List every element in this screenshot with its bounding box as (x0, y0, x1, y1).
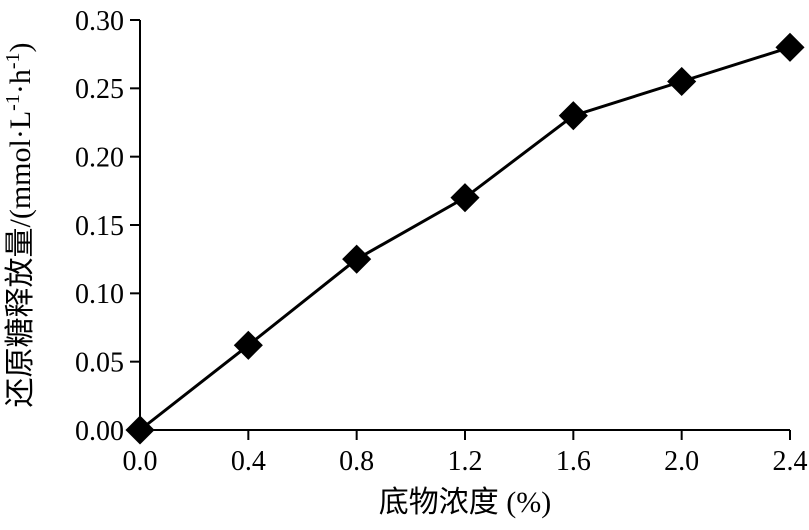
data-marker (343, 245, 371, 273)
data-marker (126, 416, 154, 444)
data-marker (776, 33, 804, 61)
y-tick-label: 0.25 (75, 74, 124, 105)
x-tick-label: 1.2 (448, 446, 483, 477)
x-axis-label: 底物浓度 (%) (379, 486, 551, 519)
chart-container: 0.0 0.4 0.8 1.2 1.6 2.0 2.4 0.00 0.05 0.10 0.15 0.2… (0, 0, 809, 530)
x-tick-label: 1.6 (556, 446, 591, 477)
series-line (140, 47, 790, 430)
data-marker (234, 331, 262, 359)
y-tick-label: 0.30 (75, 6, 124, 37)
x-tick-label: 0.0 (123, 446, 158, 477)
y-tick-label: 0.00 (75, 416, 124, 447)
y-tick-label: 0.05 (75, 347, 124, 378)
x-tick-label: 2.0 (664, 446, 699, 477)
data-marker (668, 68, 696, 96)
y-tick-label: 0.15 (75, 211, 124, 242)
y-tick-label: 0.10 (75, 279, 124, 310)
data-marker (559, 102, 587, 130)
x-tick-label: 0.8 (339, 446, 374, 477)
data-marker (451, 184, 479, 212)
y-tick-label: 0.20 (75, 142, 124, 173)
y-axis-label: 还原糖释放量/(mmol·L-1·h-1) (2, 43, 37, 408)
x-tick-label: 2.4 (773, 446, 808, 477)
line-chart: 0.0 0.4 0.8 1.2 1.6 2.0 2.4 0.00 0.05 0.10 0.15 0.2… (0, 0, 809, 530)
x-tick-label: 0.4 (231, 446, 266, 477)
